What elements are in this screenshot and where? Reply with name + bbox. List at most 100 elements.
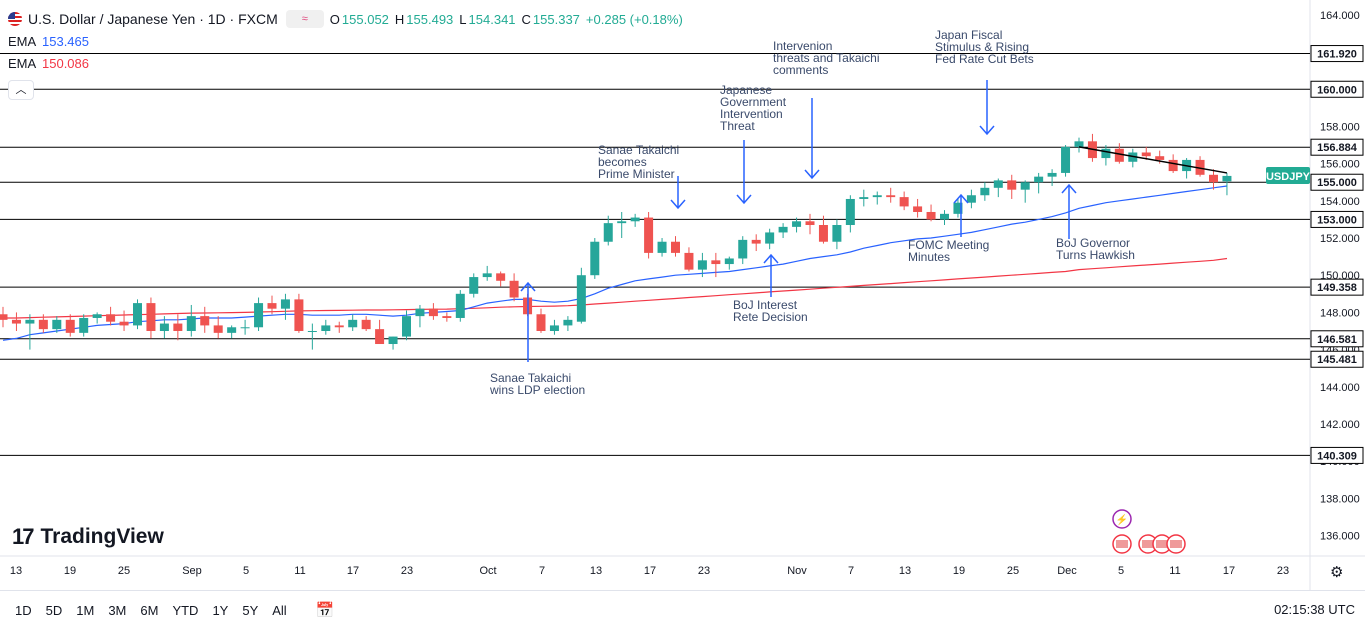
candle-body[interactable] [751, 239, 761, 244]
candle-body[interactable] [92, 314, 102, 318]
candle-body[interactable] [644, 217, 654, 253]
candle-body[interactable] [267, 303, 277, 309]
candle-body[interactable] [872, 195, 882, 198]
candle-body[interactable] [200, 316, 210, 326]
range-6m-button[interactable]: 6M [140, 602, 159, 618]
candle-body[interactable] [469, 277, 479, 294]
candle-body[interactable] [617, 221, 627, 224]
candle-body[interactable] [859, 197, 869, 199]
candle-body[interactable] [818, 225, 828, 242]
candle-body[interactable] [509, 280, 519, 298]
candle-body[interactable] [549, 325, 559, 331]
candle-body[interactable] [79, 317, 89, 333]
symbol-title[interactable]: U.S. Dollar / Japanese Yen · 1D · FXCM [28, 11, 278, 27]
candle-body[interactable] [966, 195, 976, 203]
candle-body[interactable] [1047, 172, 1057, 177]
candle-body[interactable] [133, 303, 142, 326]
candle-body[interactable] [25, 319, 35, 324]
candle-body[interactable] [1195, 159, 1205, 175]
candle-body[interactable] [496, 273, 506, 281]
candle-body[interactable] [348, 319, 358, 328]
candle-body[interactable] [913, 206, 923, 212]
candle-body[interactable] [1114, 148, 1124, 162]
candle-body[interactable] [213, 325, 223, 333]
candle-body[interactable] [778, 226, 788, 233]
candle-body[interactable] [576, 275, 586, 322]
candle-body[interactable] [321, 325, 331, 331]
candle-body[interactable] [980, 187, 990, 196]
settings-gear-icon[interactable]: ⚙ [1330, 564, 1344, 581]
candle-body[interactable] [11, 319, 21, 324]
collapse-legend-button[interactable]: ︿ [8, 80, 34, 100]
candle-body[interactable] [294, 299, 304, 331]
range-3m-button[interactable]: 3M [108, 602, 127, 618]
candle-body[interactable] [119, 321, 129, 326]
candle-body[interactable] [1141, 152, 1151, 157]
candle-body[interactable] [1020, 182, 1030, 190]
candle-body[interactable] [1034, 176, 1044, 183]
candle-body[interactable] [307, 330, 317, 332]
candle-body[interactable] [563, 319, 573, 326]
candle-body[interactable] [671, 241, 680, 253]
ema-slow-line[interactable] [3, 257, 1228, 319]
candle-body[interactable] [38, 319, 48, 330]
ema-slow-row[interactable]: EMA 150.086 [8, 52, 689, 74]
candle-body[interactable] [227, 327, 237, 333]
candle-body[interactable] [845, 198, 855, 226]
candle-body[interactable] [388, 336, 398, 345]
candle-body[interactable] [940, 213, 949, 220]
candle-body[interactable] [1168, 159, 1178, 172]
candle-body[interactable] [106, 314, 116, 322]
candle-body[interactable] [1222, 175, 1232, 182]
ema-fast-line[interactable] [2, 185, 1228, 341]
range-5y-button[interactable]: 5Y [242, 602, 259, 618]
candle-body[interactable] [361, 319, 371, 330]
candle-body[interactable] [1101, 148, 1111, 159]
candle-body[interactable] [455, 293, 465, 318]
candle-body[interactable] [334, 325, 344, 328]
candle-body[interactable] [953, 202, 963, 214]
candle-body[interactable] [442, 316, 452, 318]
candle-body[interactable] [146, 303, 156, 331]
candle-body[interactable] [765, 232, 775, 244]
candle-body[interactable] [805, 221, 815, 226]
wave-icon[interactable]: ≈ [285, 10, 324, 28]
candle-body[interactable] [993, 180, 1003, 188]
candle-body[interactable] [603, 223, 613, 242]
range-1m-button[interactable]: 1M [76, 602, 95, 618]
calendar-range-icon[interactable]: 📅 [315, 602, 335, 619]
candle-body[interactable] [173, 323, 183, 331]
candle-body[interactable] [186, 316, 196, 331]
candle-body[interactable] [52, 319, 62, 330]
candle-body[interactable] [280, 299, 290, 309]
candle-body[interactable] [1074, 141, 1084, 147]
range-1y-button[interactable]: 1Y [212, 602, 229, 618]
candle-body[interactable] [159, 323, 169, 331]
candle-body[interactable] [240, 327, 250, 329]
candle-body[interactable] [0, 314, 8, 320]
trendline[interactable] [1078, 146, 1228, 174]
utc-clock[interactable]: 02:15:38 UTC [1274, 602, 1355, 617]
candle-body[interactable] [1061, 146, 1071, 173]
range-5d-button[interactable]: 5D [45, 602, 63, 618]
range-1d-button[interactable]: 1D [15, 602, 32, 618]
candle-body[interactable] [428, 308, 438, 317]
candle-body[interactable] [536, 314, 546, 331]
candle-body[interactable] [832, 225, 842, 242]
price-chart[interactable]: 136.000138.000140.000142.000144.000146.0… [0, 0, 1365, 590]
candle-body[interactable] [697, 260, 707, 270]
lightning-event-icon[interactable] [1112, 509, 1132, 529]
range-ytd-button[interactable]: YTD [172, 602, 199, 618]
ema-fast-row[interactable]: EMA 153.465 [8, 30, 689, 52]
candle-body[interactable] [415, 308, 425, 317]
candle-body[interactable] [1209, 174, 1218, 183]
candle-body[interactable] [886, 195, 896, 198]
candle-body[interactable] [684, 252, 694, 270]
candle-body[interactable] [402, 316, 411, 337]
candle-body[interactable] [657, 241, 667, 253]
candle-body[interactable] [792, 221, 802, 227]
candle-body[interactable] [1007, 180, 1017, 190]
candle-body[interactable] [375, 329, 385, 345]
candle-body[interactable] [899, 197, 909, 207]
candle-body[interactable] [738, 239, 748, 259]
